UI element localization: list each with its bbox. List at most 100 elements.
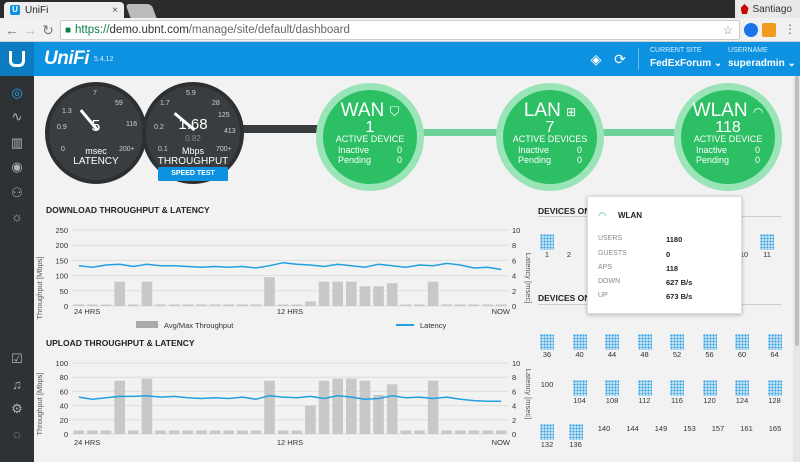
device-cell[interactable]: 157 <box>706 424 730 433</box>
device-cell[interactable]: 161 <box>735 424 759 433</box>
device-cell[interactable]: 40 <box>568 334 592 359</box>
statistics-icon[interactable]: ∿ <box>11 109 23 124</box>
throughput-bar[interactable] <box>196 430 207 434</box>
throughput-bar[interactable] <box>250 430 262 434</box>
throughput-bar[interactable] <box>359 286 371 306</box>
device-cell[interactable]: 10 <box>732 250 756 259</box>
throughput-bar[interactable] <box>168 430 180 434</box>
throughput-bar[interactable] <box>182 430 194 434</box>
throughput-bar[interactable] <box>386 384 398 434</box>
device-cell[interactable]: 165 <box>763 424 787 433</box>
throughput-bar[interactable] <box>73 430 85 434</box>
throughput-bar[interactable] <box>141 281 153 306</box>
throughput-bar[interactable] <box>291 304 303 306</box>
device-cell[interactable]: 44 <box>600 334 624 359</box>
device-cell[interactable]: 136 <box>564 424 588 449</box>
devices-icon[interactable]: ◉ <box>11 159 23 174</box>
device-cell[interactable]: 108 <box>600 380 624 405</box>
throughput-bar[interactable] <box>400 304 412 306</box>
throughput-bar[interactable] <box>291 430 303 434</box>
device-cell[interactable]: 100 <box>535 380 559 389</box>
throughput-bar[interactable] <box>237 430 248 434</box>
scrollbar-thumb[interactable] <box>795 76 799 346</box>
throughput-bar[interactable] <box>495 430 507 434</box>
throughput-bar[interactable] <box>468 304 480 306</box>
throughput-bar[interactable] <box>196 304 207 306</box>
chat-icon[interactable]: ◌ <box>13 427 21 442</box>
throughput-bar[interactable] <box>441 304 452 306</box>
device-cell[interactable]: 11 <box>755 234 779 259</box>
username-select[interactable]: superadmin ⌄ <box>728 58 796 69</box>
throughput-bar[interactable] <box>455 304 466 306</box>
throughput-bar[interactable] <box>87 304 98 306</box>
profile-button[interactable]: Santiago <box>734 0 800 18</box>
throughput-bar[interactable] <box>400 430 412 434</box>
throughput-bar[interactable] <box>332 378 343 434</box>
throughput-bar[interactable] <box>468 430 480 434</box>
dashboard-icon[interactable]: ◎ <box>11 85 23 100</box>
throughput-bar[interactable] <box>414 430 425 434</box>
device-cell[interactable]: 2 <box>557 250 581 259</box>
settings-icon[interactable]: ⚙ <box>11 401 23 416</box>
throughput-bar[interactable] <box>277 430 289 434</box>
throughput-bar[interactable] <box>332 281 343 306</box>
bookmark-star-icon[interactable]: ☆ <box>722 25 733 37</box>
throughput-bar[interactable] <box>250 304 262 306</box>
throughput-bar[interactable] <box>427 281 439 306</box>
throughput-bar[interactable] <box>223 304 234 306</box>
browser-menu-icon[interactable]: ⋮ <box>784 22 796 36</box>
throughput-bar[interactable] <box>482 430 493 434</box>
throughput-bar[interactable] <box>100 430 112 434</box>
device-cell[interactable]: 140 <box>592 424 616 433</box>
throughput-bar[interactable] <box>87 430 98 434</box>
throughput-bar[interactable] <box>155 430 166 434</box>
device-cell[interactable]: 112 <box>633 380 657 405</box>
back-arrow-icon[interactable]: ← <box>5 22 19 38</box>
browser-tab[interactable]: U UniFi × <box>4 2 124 18</box>
throughput-bar[interactable] <box>346 378 357 434</box>
throughput-bar[interactable] <box>482 304 493 306</box>
throughput-bar[interactable] <box>264 277 275 306</box>
throughput-bar[interactable] <box>155 304 166 306</box>
throughput-bar[interactable] <box>237 304 248 306</box>
throughput-bar[interactable] <box>373 394 384 434</box>
throughput-bar[interactable] <box>373 286 384 306</box>
throughput-bar[interactable] <box>305 405 316 434</box>
throughput-bar[interactable] <box>318 281 330 306</box>
throughput-bar[interactable] <box>305 301 316 306</box>
extension-icon[interactable] <box>762 23 776 37</box>
forward-arrow-icon[interactable]: → <box>23 22 37 38</box>
refresh-icon[interactable]: ⟳ <box>614 51 626 67</box>
throughput-bar[interactable] <box>359 380 371 434</box>
extension-icon[interactable] <box>744 23 758 37</box>
device-cell[interactable]: 1 <box>535 234 559 259</box>
ubiquiti-logo-icon[interactable] <box>0 42 34 76</box>
device-cell[interactable]: 60 <box>730 334 754 359</box>
throughput-bar[interactable] <box>182 304 194 306</box>
throughput-bar[interactable] <box>264 380 275 434</box>
address-bar[interactable]: ■ https:// demo.ubnt.com /manage/site/de… <box>60 20 740 40</box>
throughput-bar[interactable] <box>495 304 507 306</box>
throughput-bar[interactable] <box>73 304 85 306</box>
device-cell[interactable]: 64 <box>763 334 787 359</box>
throughput-bar[interactable] <box>441 430 452 434</box>
device-cell[interactable]: 56 <box>698 334 722 359</box>
throughput-bar[interactable] <box>114 380 125 434</box>
throughput-bar[interactable] <box>209 304 221 306</box>
throughput-bar[interactable] <box>128 430 139 434</box>
device-cell[interactable]: 104 <box>568 380 592 405</box>
throughput-bar[interactable] <box>346 281 357 306</box>
throughput-bar[interactable] <box>414 304 425 306</box>
throughput-bar[interactable] <box>223 430 234 434</box>
device-cell[interactable]: 48 <box>633 334 657 359</box>
throughput-bar[interactable] <box>386 283 398 306</box>
device-cell[interactable]: 120 <box>698 380 722 405</box>
speed-test-button[interactable]: SPEED TEST <box>158 167 228 181</box>
device-cell[interactable]: 52 <box>665 334 689 359</box>
device-cell[interactable]: 153 <box>678 424 702 433</box>
device-cell[interactable]: 128 <box>763 380 787 405</box>
map-icon[interactable]: ▥ <box>10 135 24 150</box>
wan-status[interactable]: WAN ⛉ 1 ACTIVE DEVICE Inactive 0 Pending 0 <box>316 83 424 191</box>
device-cell[interactable]: 116 <box>665 380 689 405</box>
reload-icon[interactable]: ↻ <box>42 22 54 38</box>
